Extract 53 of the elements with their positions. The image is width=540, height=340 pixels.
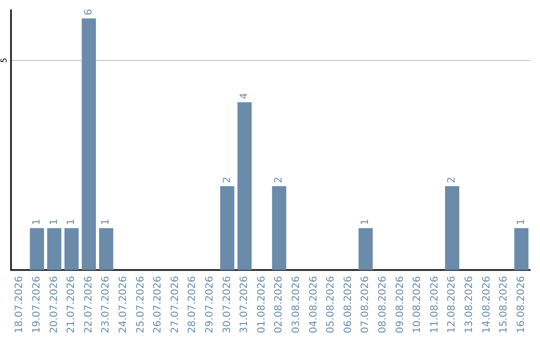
x-tick-label: 15.08.2026 (498, 276, 510, 334)
x-tick-label: 08.08.2026 (377, 276, 388, 334)
x-tick-label: 27.07.2026 (170, 276, 181, 334)
x-tick-label: 03.08.2026 (290, 276, 302, 334)
data-label: 1 (360, 218, 372, 226)
x-tick-label: 13.08.2026 (464, 276, 475, 334)
data-label: 1 (516, 218, 527, 226)
x-tick-label: 19.07.2026 (31, 276, 42, 334)
x-tick-label: 12.08.2026 (446, 276, 458, 334)
bar (30, 228, 44, 270)
y-tick-label: 5 (0, 58, 8, 63)
x-tick-label: 02.08.2026 (274, 276, 285, 334)
x-tick-label: 23.07.2026 (100, 276, 112, 334)
data-label: 2 (446, 176, 458, 184)
bar (82, 18, 96, 270)
bar (220, 186, 234, 270)
data-label: 2 (222, 176, 233, 184)
x-tick-label: 05.08.2026 (326, 276, 337, 334)
x-tick-label: 14.08.2026 (481, 276, 492, 334)
x-tick-label: 21.07.2026 (66, 276, 78, 334)
data-label: 1 (100, 218, 112, 226)
x-tick-label: 30.07.2026 (222, 276, 233, 334)
x-tick-label: 10.08.2026 (412, 276, 424, 334)
x-tick-label: 29.07.2026 (204, 276, 216, 334)
data-label: 4 (239, 92, 250, 100)
x-tick-label: 11.08.2026 (429, 276, 440, 334)
bar (47, 228, 62, 270)
bar (514, 228, 528, 270)
x-tick-label: 22.07.2026 (83, 276, 94, 334)
bar (99, 228, 114, 270)
x-tick-label: 07.08.2026 (360, 276, 372, 334)
bar (237, 102, 252, 270)
x-tick-label: 04.08.2026 (308, 276, 320, 334)
bar (445, 186, 460, 270)
data-label: 2 (274, 176, 285, 184)
x-tick-label: 09.08.2026 (394, 276, 406, 334)
bar (272, 186, 286, 270)
x-tick-label: 25.07.2026 (135, 276, 146, 334)
x-tick-label: 01.08.2026 (256, 276, 268, 334)
x-tick-label: 31.07.2026 (239, 276, 250, 334)
x-tick-label: 16.08.2026 (516, 276, 527, 334)
x-tick-label: 24.07.2026 (118, 276, 129, 334)
x-tick-label: 20.07.2026 (48, 276, 60, 334)
data-label: 6 (83, 9, 94, 16)
x-tick-label: 26.07.2026 (152, 276, 164, 334)
x-tick-label: 18.07.2026 (14, 276, 26, 334)
x-tick-label: 28.07.2026 (187, 276, 198, 334)
data-label: 1 (66, 218, 78, 226)
x-tick-label: 06.08.2026 (342, 276, 354, 334)
data-label: 1 (31, 218, 42, 226)
bar (64, 228, 79, 270)
bar (358, 228, 373, 270)
data-label: 1 (48, 218, 60, 226)
